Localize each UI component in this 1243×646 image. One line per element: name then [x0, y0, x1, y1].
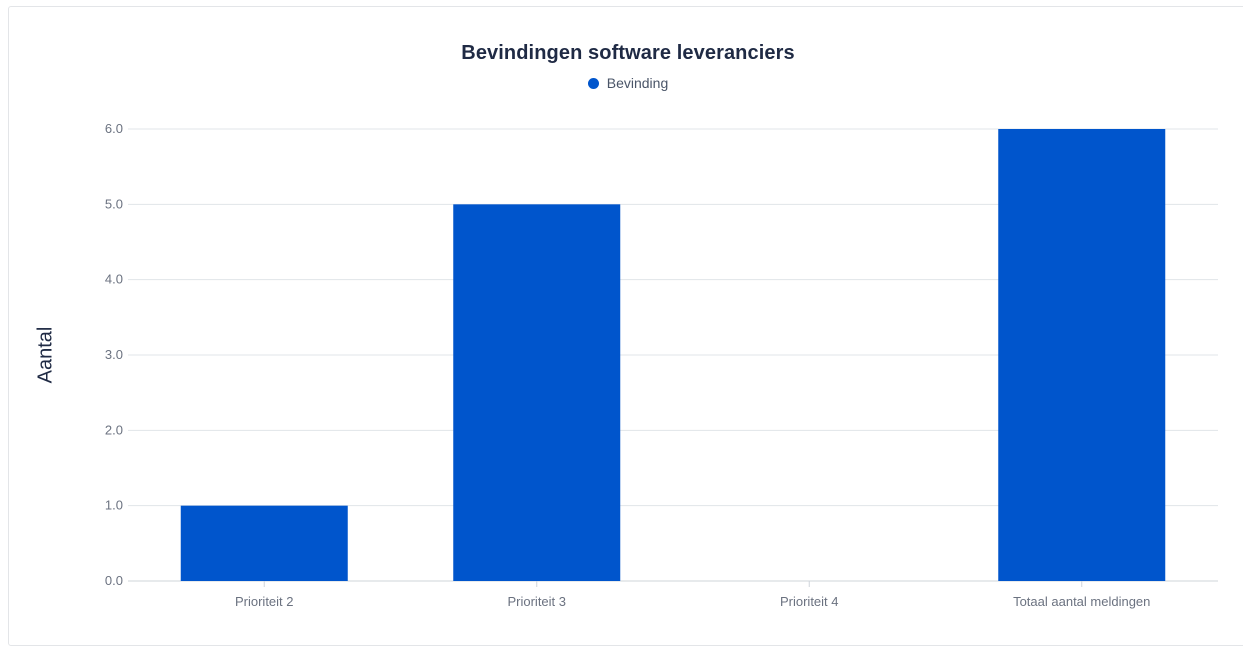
y-tick-label: 0.0 — [105, 573, 123, 588]
y-tick-label: 4.0 — [105, 272, 123, 287]
y-tick-label: 6.0 — [105, 121, 123, 136]
chart-title: Bevindingen software leveranciers — [461, 42, 795, 64]
y-tick-label: 1.0 — [105, 498, 123, 513]
bar-totaal-aantal-meldingen[interactable] — [998, 129, 1166, 581]
x-tick-label: Totaal aantal meldingen — [1013, 594, 1150, 609]
x-tick-label: Prioriteit 4 — [780, 594, 839, 609]
x-tick-label: Prioriteit 2 — [235, 594, 294, 609]
bar-prioriteit-3[interactable] — [453, 204, 621, 582]
legend-label: Bevinding — [606, 75, 669, 91]
x-tick-label: Prioriteit 3 — [507, 594, 566, 609]
y-tick-label: 3.0 — [105, 347, 123, 362]
y-tick-label: 5.0 — [105, 196, 123, 211]
chart-legend[interactable]: Bevinding — [0, 75, 1243, 91]
bar-prioriteit-2[interactable] — [180, 505, 348, 581]
legend-dot-icon — [587, 77, 599, 89]
y-tick-label: 2.0 — [105, 422, 123, 437]
